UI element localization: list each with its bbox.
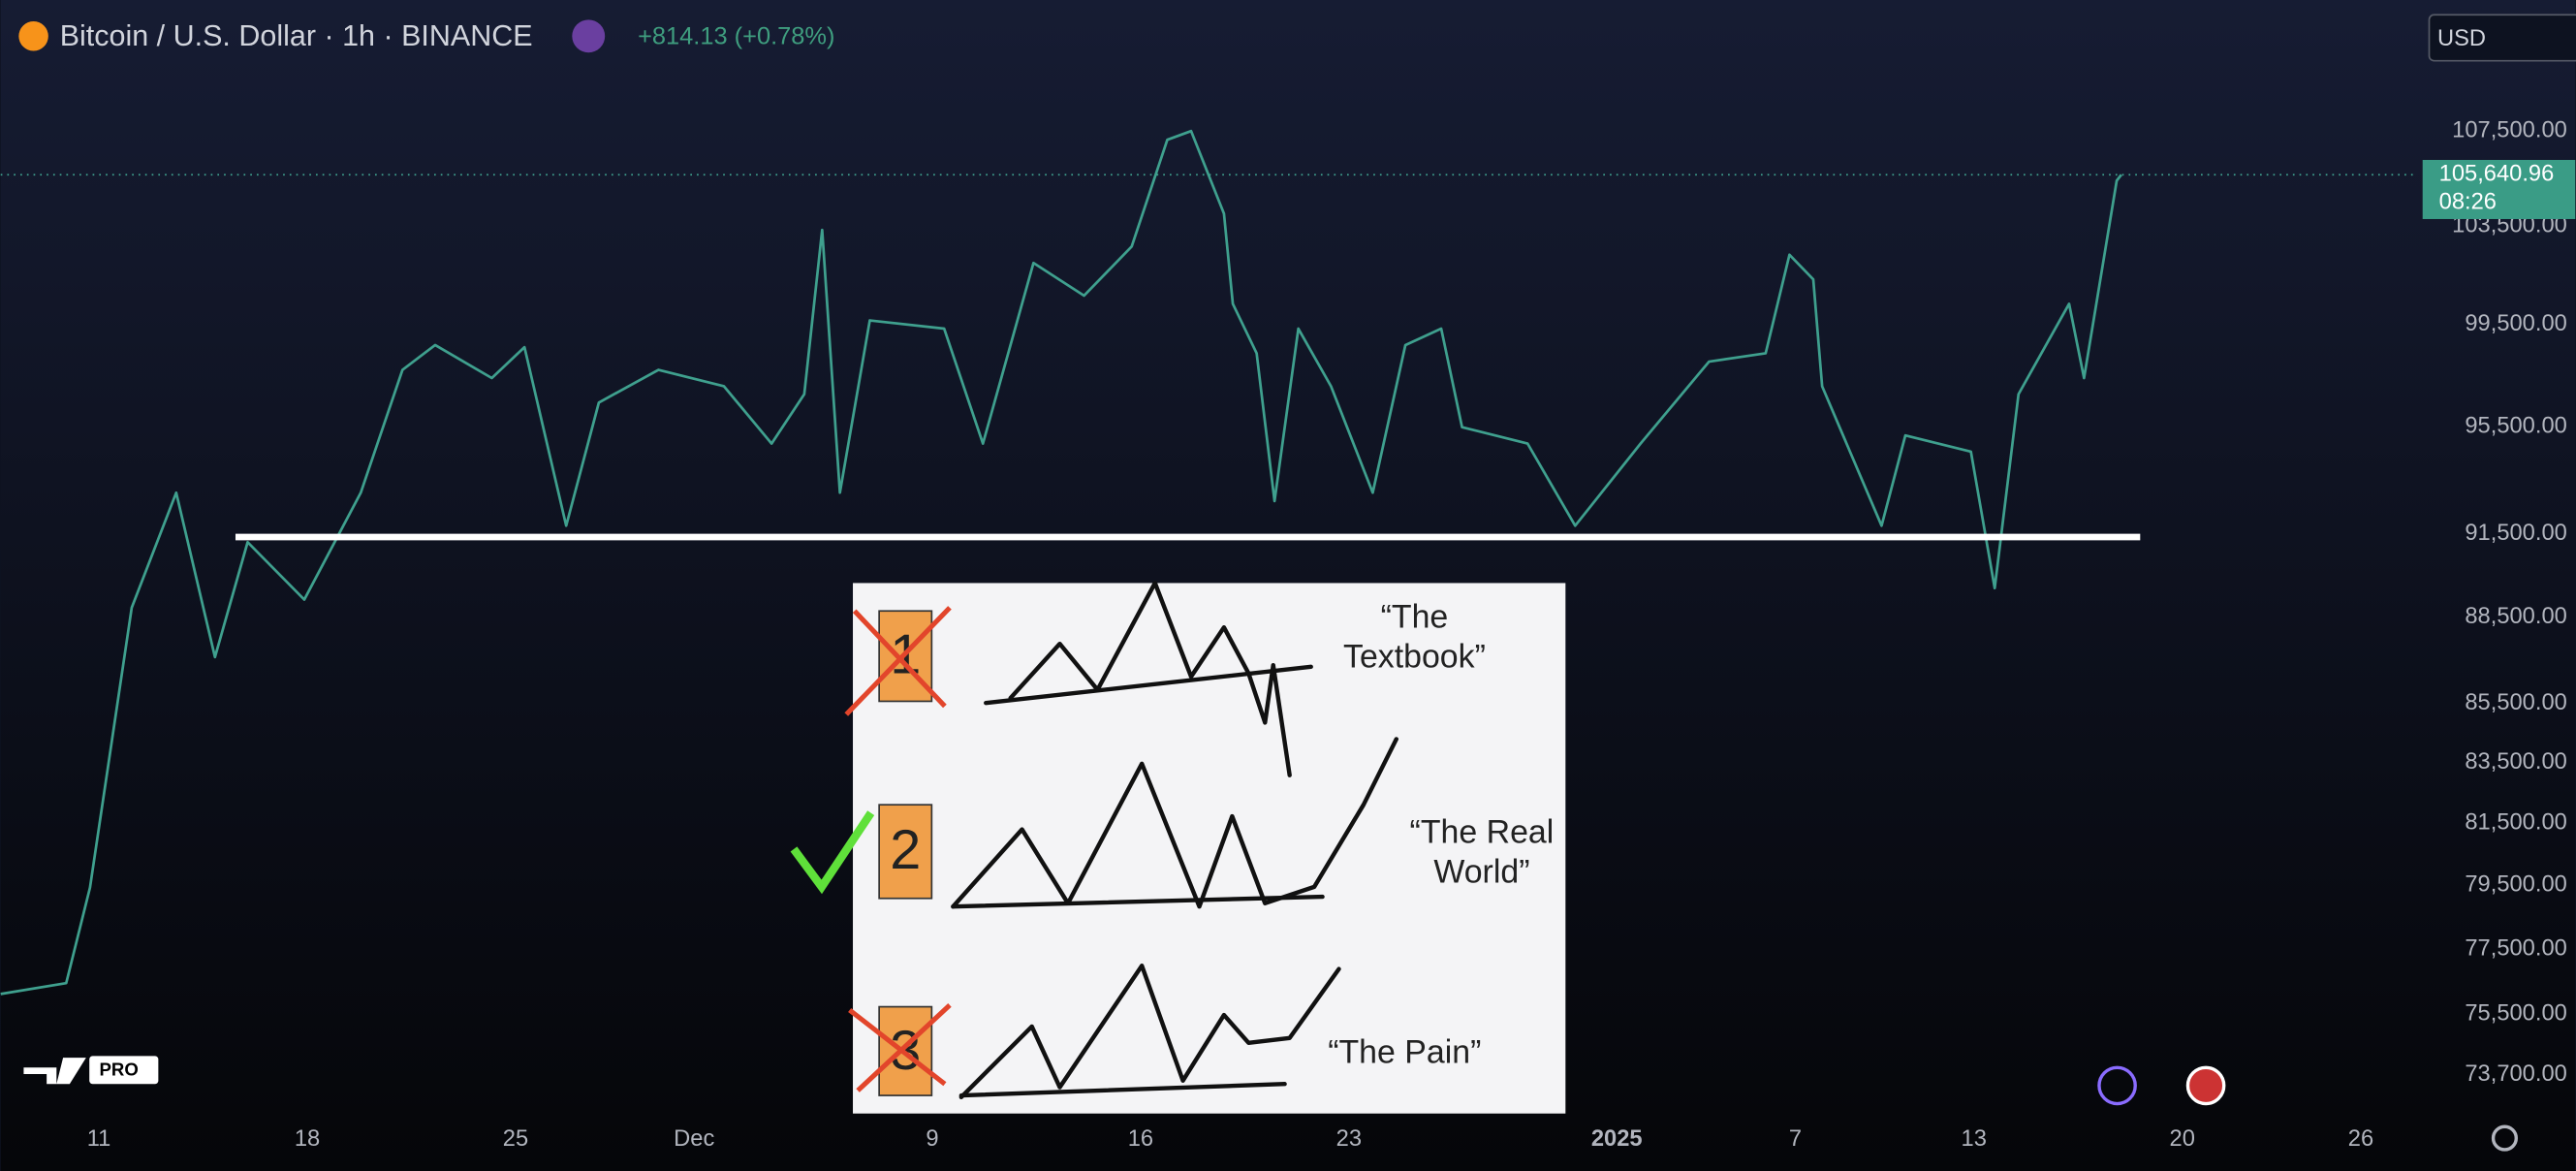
x-tick-label: 11 [87, 1126, 111, 1152]
cross [844, 606, 952, 716]
last-price-box [2422, 159, 2576, 219]
y-tick-label: 88,500.00 [2465, 604, 2566, 629]
caption: “The Real [1410, 814, 1555, 851]
y-tick-label: 77,500.00 [2465, 935, 2566, 961]
cross [852, 609, 947, 709]
pro-badge [89, 1056, 159, 1085]
x-tick-label: 25 [503, 1126, 528, 1152]
flag-icon[interactable] [2185, 1065, 2226, 1106]
x-tick-label: 18 [295, 1126, 320, 1152]
pro-label: PRO [100, 1060, 139, 1080]
y-tick-label: 99,500.00 [2465, 311, 2566, 336]
x-tick-label: 26 [2348, 1126, 2373, 1152]
caption: Textbook” [1343, 638, 1486, 675]
cross [856, 1003, 952, 1092]
sketch-baseline [984, 664, 1313, 706]
y-tick-label: 95,500.00 [2465, 414, 2566, 439]
x-tick-label: 13 [1962, 1126, 1987, 1152]
y-tick-label: 85,500.00 [2465, 690, 2566, 715]
x-tick-label: 20 [2170, 1126, 2195, 1152]
x-tick-label: 7 [1789, 1126, 1802, 1152]
currency-label: USD [2437, 26, 2486, 51]
currency-select[interactable] [2428, 14, 2576, 62]
x-tick-label: 23 [1336, 1126, 1362, 1152]
countdown-label: 08:26 [2439, 189, 2497, 214]
symbol-title: Bitcoin / U.S. Dollar · 1h · BINANCE [60, 19, 533, 52]
assistant-icon[interactable] [2097, 1065, 2137, 1106]
last-price-label: 105,640.96 [2439, 161, 2555, 186]
y-tick-label: 81,500.00 [2465, 810, 2566, 836]
tv-logo [23, 1058, 86, 1085]
y-tick-label: 75,500.00 [2465, 1001, 2566, 1027]
caption: World” [1433, 853, 1529, 890]
sketch [1008, 581, 1292, 777]
panel-number: 2 [890, 819, 921, 881]
caption: “The [1381, 599, 1449, 636]
settings-icon[interactable] [2491, 1124, 2518, 1152]
y-tick-label: 107,500.00 [2452, 118, 2567, 143]
bitcoin-icon [18, 21, 48, 51]
plot-area [0, 129, 2122, 996]
x-tick-label: 2025 [1591, 1126, 1643, 1152]
sketch [951, 737, 1399, 909]
sketch [958, 964, 1341, 1099]
y-tick-label: 73,700.00 [2465, 1061, 2566, 1087]
x-tick-label: Dec [674, 1126, 714, 1152]
x-tick-label: 16 [1128, 1126, 1153, 1152]
y-tick-label: 79,500.00 [2465, 872, 2566, 898]
x-tick-label: 9 [926, 1126, 938, 1152]
check-mark [790, 810, 875, 895]
y-tick-label: 83,500.00 [2465, 749, 2566, 775]
y-tick-label: 91,500.00 [2465, 521, 2566, 546]
number-box [878, 804, 933, 900]
share-icon[interactable] [572, 19, 606, 53]
price-line [0, 129, 2122, 996]
caption: “The Pain” [1328, 1034, 1481, 1071]
sketch-baseline [958, 1082, 1287, 1098]
inset-image: 1 “The Textbook” 2 “The Real World” 3 “T… [790, 581, 1566, 1114]
inset-background [853, 583, 1566, 1114]
cross [848, 1007, 947, 1087]
price-change: +814.13 (+0.78%) [638, 23, 834, 50]
